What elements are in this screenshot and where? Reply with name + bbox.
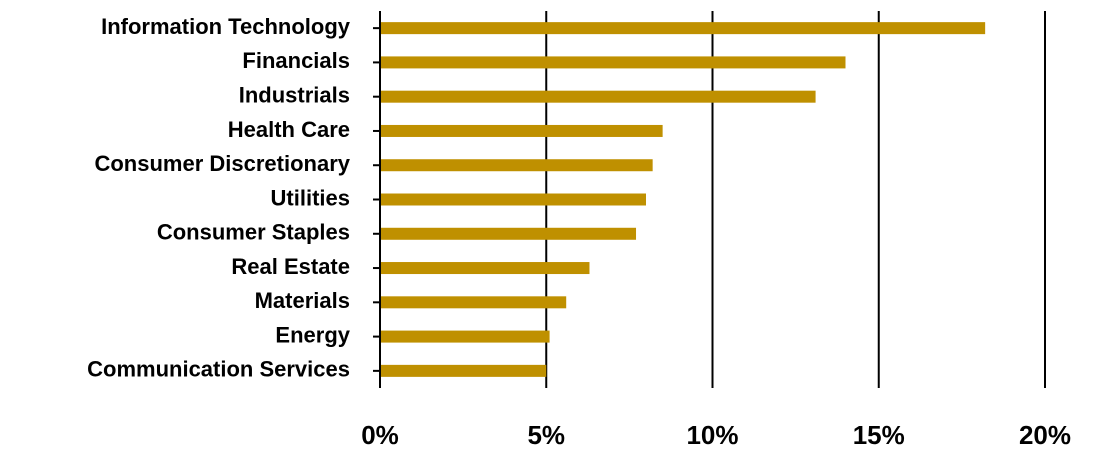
y-tick-label: Utilities xyxy=(271,185,350,210)
y-tick-label: Financials xyxy=(242,48,350,73)
x-tick-label: 15% xyxy=(853,420,905,450)
bar xyxy=(380,330,550,343)
y-tick-label: Consumer Discretionary xyxy=(94,151,350,176)
bar xyxy=(380,159,653,172)
y-tick-label: Consumer Staples xyxy=(157,220,350,245)
x-tick-label: 20% xyxy=(1019,420,1071,450)
y-tick-label: Real Estate xyxy=(231,254,350,279)
bar xyxy=(380,124,663,137)
bar xyxy=(380,296,567,309)
bar xyxy=(380,262,590,275)
y-tick-label: Information Technology xyxy=(101,14,351,39)
bar xyxy=(380,22,986,35)
bar xyxy=(380,90,816,103)
bar xyxy=(380,227,637,240)
y-tick-label: Communication Services xyxy=(87,357,350,382)
x-tick-label: 10% xyxy=(686,420,738,450)
x-tick-label: 5% xyxy=(527,420,565,450)
y-tick-label: Materials xyxy=(255,288,350,313)
bar xyxy=(380,364,547,377)
y-tick-label: Industrials xyxy=(239,82,350,107)
y-tick-label: Energy xyxy=(275,322,350,347)
bar xyxy=(380,193,646,206)
x-tick-label: 0% xyxy=(361,420,399,450)
bar xyxy=(380,56,846,69)
y-tick-label: Health Care xyxy=(228,117,350,142)
